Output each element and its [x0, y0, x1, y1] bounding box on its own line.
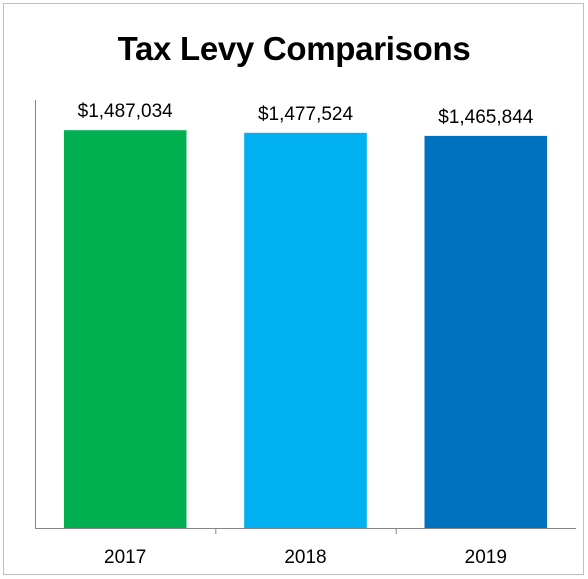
bar-2018: [244, 132, 367, 529]
data-label-2019: $1,465,844: [438, 107, 534, 128]
data-label-2017: $1,487,034: [78, 101, 174, 122]
x-tick-label-2019: 2019: [465, 547, 507, 568]
data-label-2018: $1,477,524: [258, 104, 354, 125]
chart-title: Tax Levy Comparisons: [117, 30, 471, 67]
ticks-layer: [215, 528, 397, 534]
x-tick-label-2018: 2018: [284, 547, 326, 568]
bars-layer: [63, 130, 548, 529]
bar-2017: [63, 130, 187, 528]
labels-layer: 2017 $1,487,034 2018 $1,477,524 2019 $1,465,8…: [78, 101, 534, 568]
bar-2019: [424, 135, 548, 528]
x-tick-label-2017: 2017: [104, 547, 146, 568]
